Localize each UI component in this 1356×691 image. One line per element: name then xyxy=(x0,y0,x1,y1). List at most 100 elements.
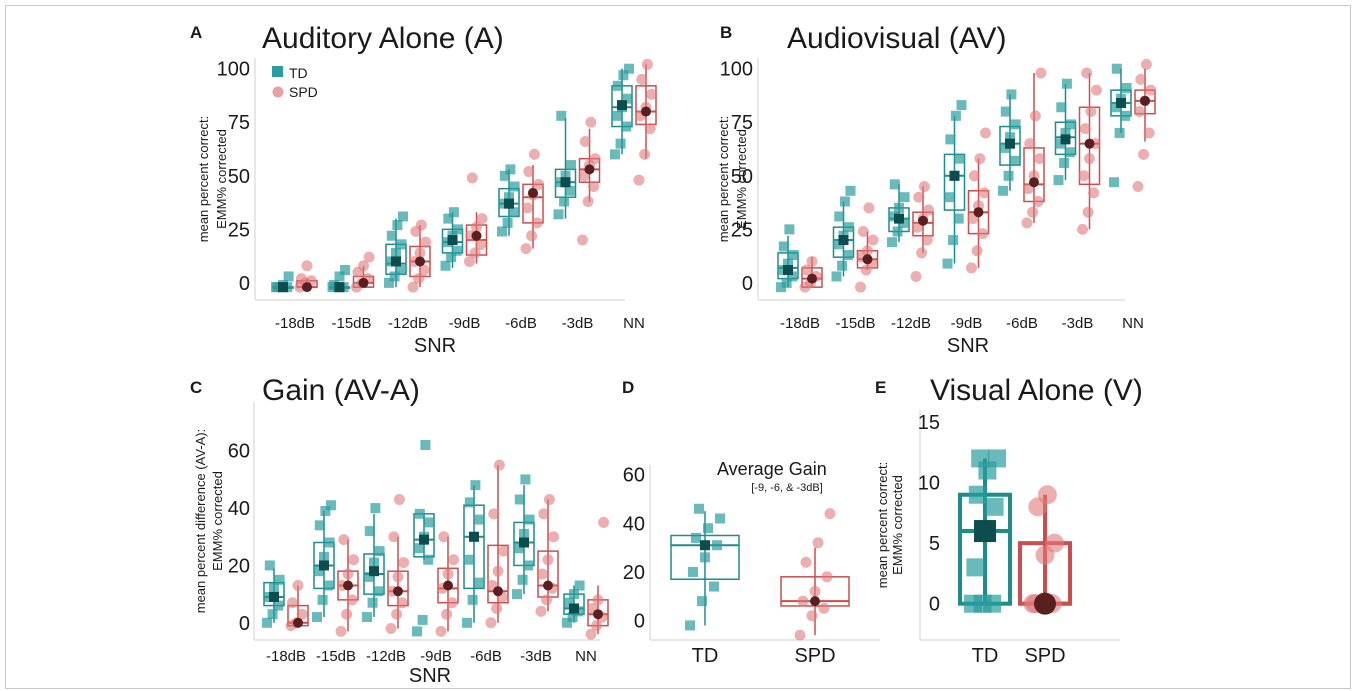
box-spd xyxy=(351,251,375,293)
data-point-spd xyxy=(910,270,922,282)
data-point-td xyxy=(363,571,374,582)
data-point-spd xyxy=(466,172,478,184)
data-point-spd xyxy=(398,557,410,569)
data-point-td xyxy=(942,258,953,269)
panel-c: C Gain (AV-A) 0 20 40 60 mean percent differen… xyxy=(190,374,610,687)
data-point-td xyxy=(413,543,424,554)
data-point-spd xyxy=(358,260,369,272)
data-point-td xyxy=(273,600,284,611)
data-point-spd xyxy=(538,508,550,520)
legend-td-label: TD xyxy=(289,65,308,81)
mean-marker-spd xyxy=(1029,177,1039,188)
mean-marker-td xyxy=(369,566,379,577)
data-point-td xyxy=(513,543,524,554)
data-point-td xyxy=(1120,110,1131,121)
data-point-td xyxy=(370,503,381,514)
box-td xyxy=(958,449,1012,613)
x-tick-label: -3dB xyxy=(520,648,552,665)
data-point-spd xyxy=(800,264,812,276)
data-point-td xyxy=(611,110,622,121)
x-tick-label: NN xyxy=(575,648,597,665)
data-point-spd xyxy=(633,174,645,186)
mean-marker-td xyxy=(419,534,429,545)
data-point-td xyxy=(498,198,509,209)
data-point-td xyxy=(443,213,454,224)
data-point-spd xyxy=(1091,84,1102,96)
data-point-td xyxy=(505,164,516,175)
data-point-td xyxy=(950,110,961,121)
data-point-td xyxy=(844,222,855,233)
data-point-spd xyxy=(1034,153,1046,165)
data-point-td xyxy=(622,93,633,104)
data-point-spd xyxy=(1032,195,1044,207)
x-tick-label: -18dB xyxy=(780,315,820,332)
x-tick-label: NN xyxy=(1122,315,1144,332)
box-spd xyxy=(780,508,850,641)
data-point-td xyxy=(1110,102,1121,113)
data-point-spd xyxy=(348,554,360,566)
mean-marker-td xyxy=(700,540,710,551)
data-point-td xyxy=(267,609,278,620)
mean-marker-spd xyxy=(918,215,928,226)
data-point-td xyxy=(971,449,990,468)
mean-marker-td xyxy=(447,235,458,246)
data-point-spd xyxy=(488,508,500,520)
x-tick-label: -9dB xyxy=(449,315,481,332)
mean-marker-td xyxy=(783,265,793,276)
data-point-spd xyxy=(542,554,554,566)
data-point-spd xyxy=(498,545,510,557)
data-point-spd xyxy=(1084,153,1095,165)
data-point-td xyxy=(694,503,704,514)
box-spd xyxy=(910,180,935,282)
mean-marker-td xyxy=(1060,134,1071,145)
data-point-td xyxy=(497,226,507,237)
data-point-spd xyxy=(548,531,560,543)
data-point-spd xyxy=(1081,67,1093,79)
mean-marker-td xyxy=(469,531,479,542)
data-point-td xyxy=(788,250,799,261)
data-point-td xyxy=(983,594,1002,613)
data-point-td xyxy=(966,558,985,577)
data-point-td xyxy=(562,617,572,628)
y-axis-label: mean percent correct: xyxy=(875,462,890,588)
box-td xyxy=(553,110,577,220)
data-point-td xyxy=(618,70,629,81)
panel-letter: D xyxy=(622,378,634,397)
data-point-spd xyxy=(301,260,313,272)
mean-marker-td xyxy=(504,198,514,209)
data-point-td xyxy=(709,581,719,592)
data-point-spd xyxy=(636,73,648,85)
data-point-td xyxy=(517,574,528,585)
data-point-td xyxy=(1060,127,1071,138)
panel-letter: A xyxy=(190,23,202,42)
data-point-td xyxy=(1056,102,1067,113)
x-tick-label: -12dB xyxy=(388,315,428,332)
mean-marker-spd xyxy=(343,580,353,591)
data-point-td xyxy=(398,211,408,222)
x-axis-label: SNR xyxy=(409,665,451,687)
x-tick-label: NN xyxy=(623,315,645,332)
data-point-td xyxy=(324,537,335,548)
y-axis-label: EMM% corrected xyxy=(210,471,225,571)
box-td xyxy=(412,440,435,637)
mean-marker-spd xyxy=(358,277,369,288)
box-spd xyxy=(585,516,610,640)
data-point-spd xyxy=(1077,223,1088,235)
data-point-td xyxy=(624,63,634,74)
box-td xyxy=(462,480,485,628)
data-point-td xyxy=(781,277,792,288)
data-point-spd xyxy=(438,531,450,543)
data-point-td xyxy=(968,485,987,504)
mean-marker-td xyxy=(319,560,329,571)
data-point-td xyxy=(888,211,899,222)
data-point-td xyxy=(420,440,431,451)
data-point-spd xyxy=(824,508,836,520)
y-tick-label: 60 xyxy=(228,441,250,463)
data-point-spd xyxy=(543,493,555,505)
data-point-spd xyxy=(414,247,426,259)
data-point-td xyxy=(523,560,534,571)
data-point-td xyxy=(272,282,283,293)
mean-marker-td xyxy=(519,537,529,548)
data-point-spd xyxy=(493,459,505,471)
data-point-td xyxy=(462,617,472,628)
